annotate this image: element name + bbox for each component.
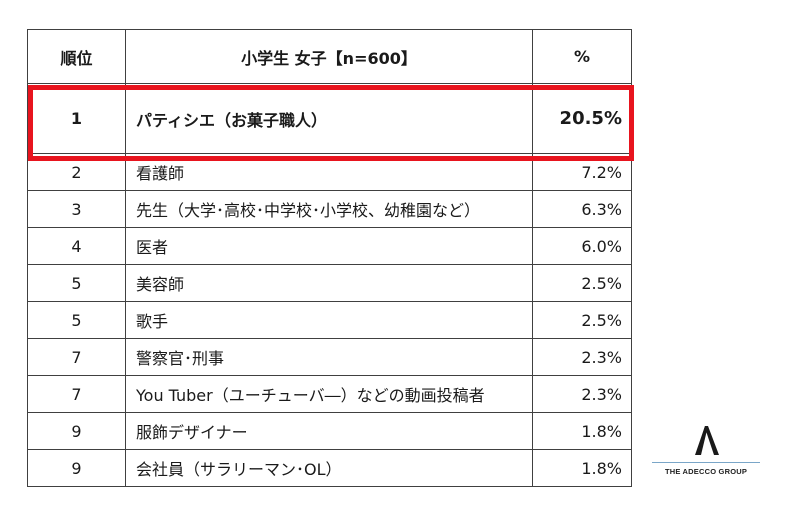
percent-cell: 2.5% [532,264,632,302]
rank-cell: 9 [27,449,126,487]
occupation-cell: 服飾デザイナー [125,412,533,450]
percent-cell: 6.3% [532,190,632,228]
logo-divider [652,462,760,463]
percent-cell: 1.8% [532,449,632,487]
header-occupation: 小学生 女子【n=600】 [125,29,533,84]
adecco-group-logo: THE ADECCO GROUP [652,420,760,480]
rank-cell: 2 [27,153,126,191]
occupation-cell: 先生（大学･高校･中学校･小学校、幼稚園など） [125,190,533,228]
rank-cell: 7 [27,338,126,376]
percent-cell: 1.8% [532,412,632,450]
table-row: 7 警察官･刑事 2.3% [27,338,632,376]
occupation-cell: 看護師 [125,153,533,191]
table-row: 7 You Tuber（ユーチューバ―）などの動画投稿者 2.3% [27,375,632,413]
table-row: 3 先生（大学･高校･中学校･小学校、幼稚園など） 6.3% [27,190,632,228]
header-rank: 順位 [27,29,126,84]
percent-cell: 6.0% [532,227,632,265]
occupation-cell: 会社員（サラリーマン･OL） [125,449,533,487]
percent-cell: 2.5% [532,301,632,339]
percent-cell: 20.5% [532,83,632,154]
percent-cell: 2.3% [532,375,632,413]
percent-cell: 2.3% [532,338,632,376]
occupation-cell: 歌手 [125,301,533,339]
occupation-cell: You Tuber（ユーチューバ―）などの動画投稿者 [125,375,533,413]
table-row: 5 美容師 2.5% [27,264,632,302]
occupation-cell: パティシエ（お菓子職人） [125,83,533,154]
logo-text: THE ADECCO GROUP [664,467,748,476]
rank-cell: 7 [27,375,126,413]
table-row: 4 医者 6.0% [27,227,632,265]
rank-cell: 9 [27,412,126,450]
ranking-table: 順位 小学生 女子【n=600】 % 1 パティシエ（お菓子職人） 20.5% … [27,29,632,487]
rank-cell: 3 [27,190,126,228]
occupation-cell: 医者 [125,227,533,265]
table-row: 5 歌手 2.5% [27,301,632,339]
percent-cell: 7.2% [532,153,632,191]
occupation-cell: 美容師 [125,264,533,302]
table-row: 1 パティシエ（お菓子職人） 20.5% [27,83,632,154]
table-row: 2 看護師 7.2% [27,153,632,191]
rank-cell: 4 [27,227,126,265]
occupation-cell: 警察官･刑事 [125,338,533,376]
adecco-a-icon [695,426,719,455]
rank-cell: 5 [27,301,126,339]
header-percent: % [532,29,632,84]
table-row: 9 服飾デザイナー 1.8% [27,412,632,450]
rank-cell: 5 [27,264,126,302]
table-header-row: 順位 小学生 女子【n=600】 % [27,29,632,84]
rank-cell: 1 [27,83,126,154]
table-row: 9 会社員（サラリーマン･OL） 1.8% [27,449,632,487]
